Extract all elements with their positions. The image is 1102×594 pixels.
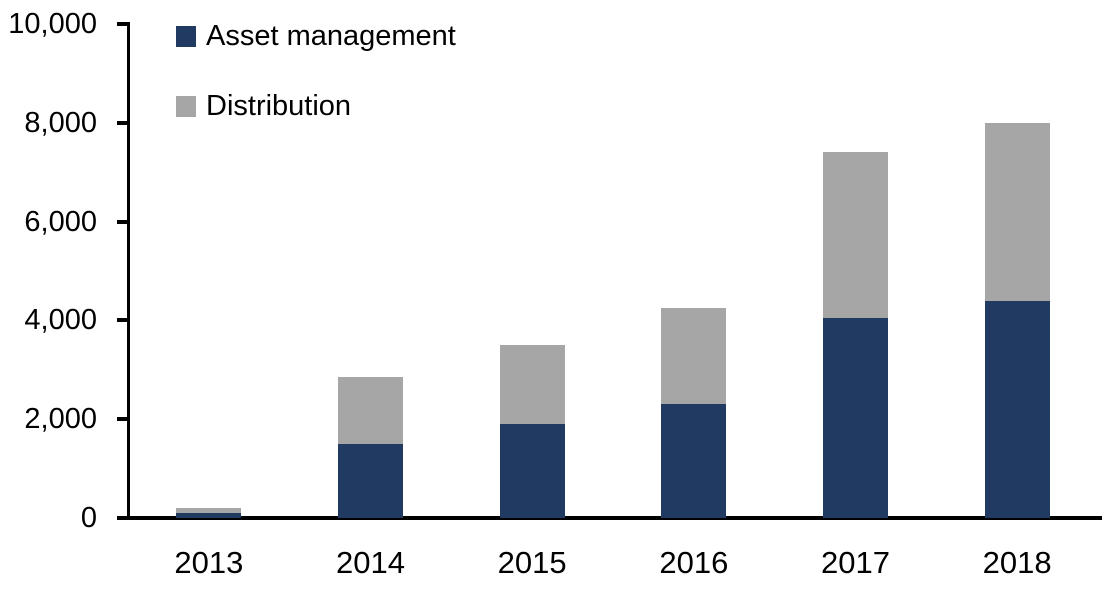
y-axis-tick-6000 xyxy=(117,219,128,224)
legend-item-asset-management: Asset management xyxy=(176,19,456,53)
legend-label-distribution: Distribution xyxy=(206,90,352,122)
bar-segment-asset-management-2015 xyxy=(499,424,565,518)
y-axis-tick-8000 xyxy=(117,120,128,125)
x-axis-label-2015: 2015 xyxy=(497,545,567,580)
y-axis-line xyxy=(127,22,130,520)
bar-segment-asset-management-2013 xyxy=(176,513,242,518)
y-axis-tick-label-10000: 10,000 xyxy=(8,8,97,40)
x-axis-label-2013: 2013 xyxy=(174,545,244,580)
bar-segment-asset-management-2016 xyxy=(661,404,727,518)
y-axis-tick-label-0: 0 xyxy=(80,502,97,534)
x-axis-label-2014: 2014 xyxy=(336,545,405,580)
y-axis-tick-2000 xyxy=(117,417,128,422)
x-axis-label-2018: 2018 xyxy=(982,545,1052,580)
bar-segment-distribution-2013 xyxy=(176,508,242,514)
x-axis-line xyxy=(117,516,1102,520)
bar-segment-asset-management-2018 xyxy=(984,300,1050,518)
bar-segment-distribution-2015 xyxy=(499,345,565,425)
legend-swatch-distribution-icon xyxy=(176,95,196,117)
bar-segment-asset-management-2014 xyxy=(338,443,403,518)
x-axis-label-2017: 2017 xyxy=(821,545,890,580)
bar-segment-distribution-2017 xyxy=(823,152,888,318)
bar-segment-distribution-2018 xyxy=(984,122,1050,301)
y-axis-tick-label-2000: 2,000 xyxy=(24,403,97,436)
y-axis-tick-4000 xyxy=(117,318,128,323)
y-axis-tick-label-4000: 4,000 xyxy=(24,304,97,337)
y-axis-tick-0 xyxy=(117,516,128,520)
y-axis-tick-10000 xyxy=(117,22,128,26)
bar-segment-distribution-2016 xyxy=(661,308,727,405)
y-axis-tick-label-6000: 6,000 xyxy=(24,205,97,238)
legend-swatch-asset-management-icon xyxy=(176,25,196,47)
y-axis-tick-label-8000: 8,000 xyxy=(24,106,97,139)
bar-segment-asset-management-2017 xyxy=(823,317,888,518)
legend-item-distribution: Distribution xyxy=(176,89,351,123)
x-axis-label-2016: 2016 xyxy=(659,545,729,580)
legend-label-asset-management: Asset management xyxy=(206,20,456,52)
bar-segment-distribution-2014 xyxy=(338,377,403,444)
